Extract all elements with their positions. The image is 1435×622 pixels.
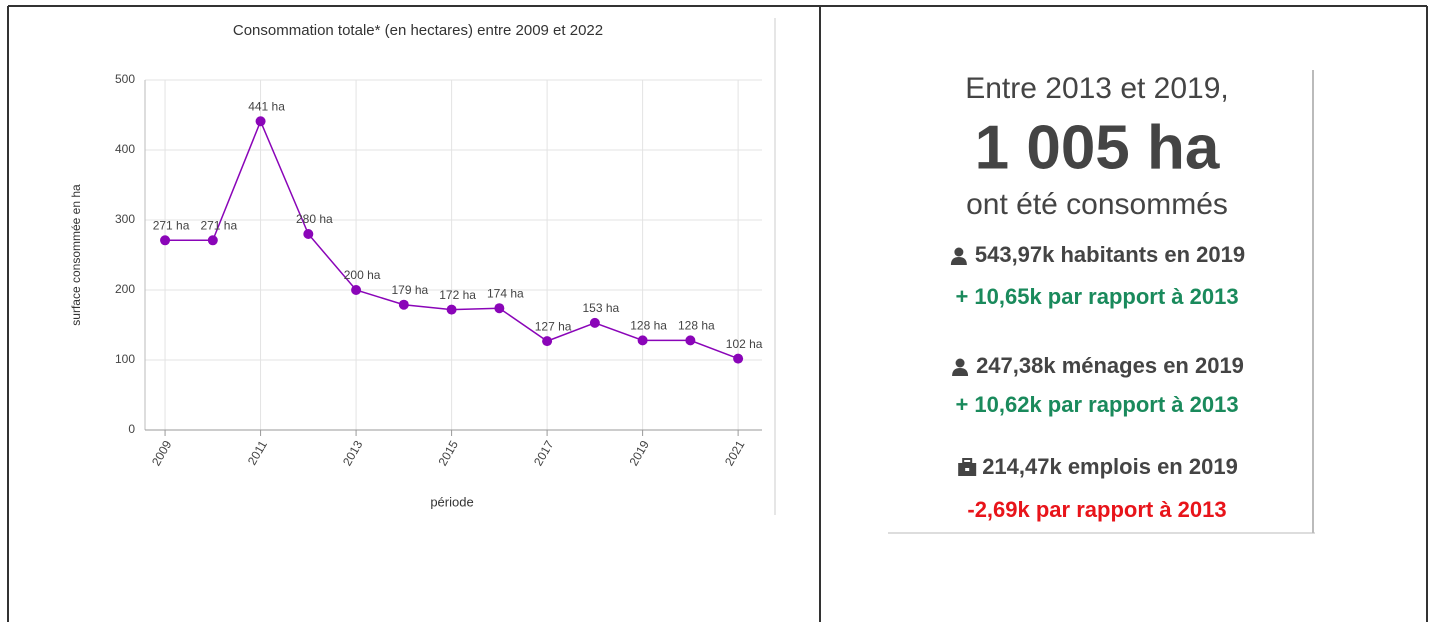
point <box>685 335 696 346</box>
value-label: 200 ha <box>344 268 381 282</box>
point <box>160 235 171 246</box>
value-label: 127 ha <box>535 319 572 333</box>
x-tick-label: 2011 <box>245 438 270 468</box>
point <box>637 335 648 346</box>
briefcase-icon <box>958 458 977 476</box>
y-tick-label: 100 <box>115 352 135 366</box>
point <box>446 304 457 315</box>
x-tick-label: 2015 <box>435 438 461 468</box>
stat-change: + 10,65k par rapport à 2013 <box>955 284 1238 309</box>
stats-intro: Entre 2013 et 2019, <box>965 72 1229 105</box>
stat-label: 247,38k ménages en 2019 <box>976 353 1244 378</box>
value-label: 172 ha <box>439 288 476 302</box>
point <box>398 299 409 310</box>
x-tick-label: 2019 <box>626 438 652 468</box>
point <box>733 353 744 364</box>
y-tick-label: 400 <box>115 142 135 156</box>
point <box>303 229 314 239</box>
plot: 0 100 200 300 400 500 2009 2011 2013 2015 2017 2019… <box>115 72 763 468</box>
stat-change: -2,69k par rapport à 2013 <box>967 497 1226 522</box>
person-icon <box>952 358 969 376</box>
point <box>351 285 362 295</box>
x-tick-label: 2013 <box>340 438 366 468</box>
point <box>207 235 218 246</box>
stat-label: 214,47k emplois en 2019 <box>982 454 1238 479</box>
value-label: 280 ha <box>296 212 333 226</box>
chart-title: Consommation totale* (en hectares) entre… <box>233 22 603 39</box>
y-tick-label: 500 <box>115 72 135 86</box>
value-label: 441 ha <box>248 99 285 113</box>
value-label: 271 ha <box>200 218 237 232</box>
x-tick-label: 2009 <box>149 438 175 468</box>
value-label: 102 ha <box>726 337 763 351</box>
y-axis-title: surface consommée en ha <box>69 184 83 326</box>
x-tick-label: 2017 <box>531 438 557 468</box>
y-tick-label: 300 <box>115 212 135 226</box>
stats-caption: ont été consommés <box>966 188 1228 221</box>
value-label: 174 ha <box>487 286 524 300</box>
y-tick-label: 200 <box>115 282 135 296</box>
value-label: 128 ha <box>678 319 715 333</box>
stat-label: 543,97k habitants en 2019 <box>975 242 1245 267</box>
person-icon <box>950 247 967 265</box>
y-tick-label: 0 <box>128 422 135 436</box>
stat-change: + 10,62k par rapport à 2013 <box>955 392 1238 417</box>
point <box>255 116 266 127</box>
x-tick-label: 2021 <box>722 438 748 468</box>
value-label: 153 ha <box>583 301 620 315</box>
point <box>542 336 553 347</box>
stats-total: 1 005 ha <box>975 113 1220 182</box>
point <box>494 303 505 314</box>
value-label: 179 ha <box>391 283 428 297</box>
point <box>589 317 600 328</box>
x-axis-title: période <box>430 494 473 509</box>
value-label: 271 ha <box>153 218 190 232</box>
value-label: 128 ha <box>630 319 667 333</box>
